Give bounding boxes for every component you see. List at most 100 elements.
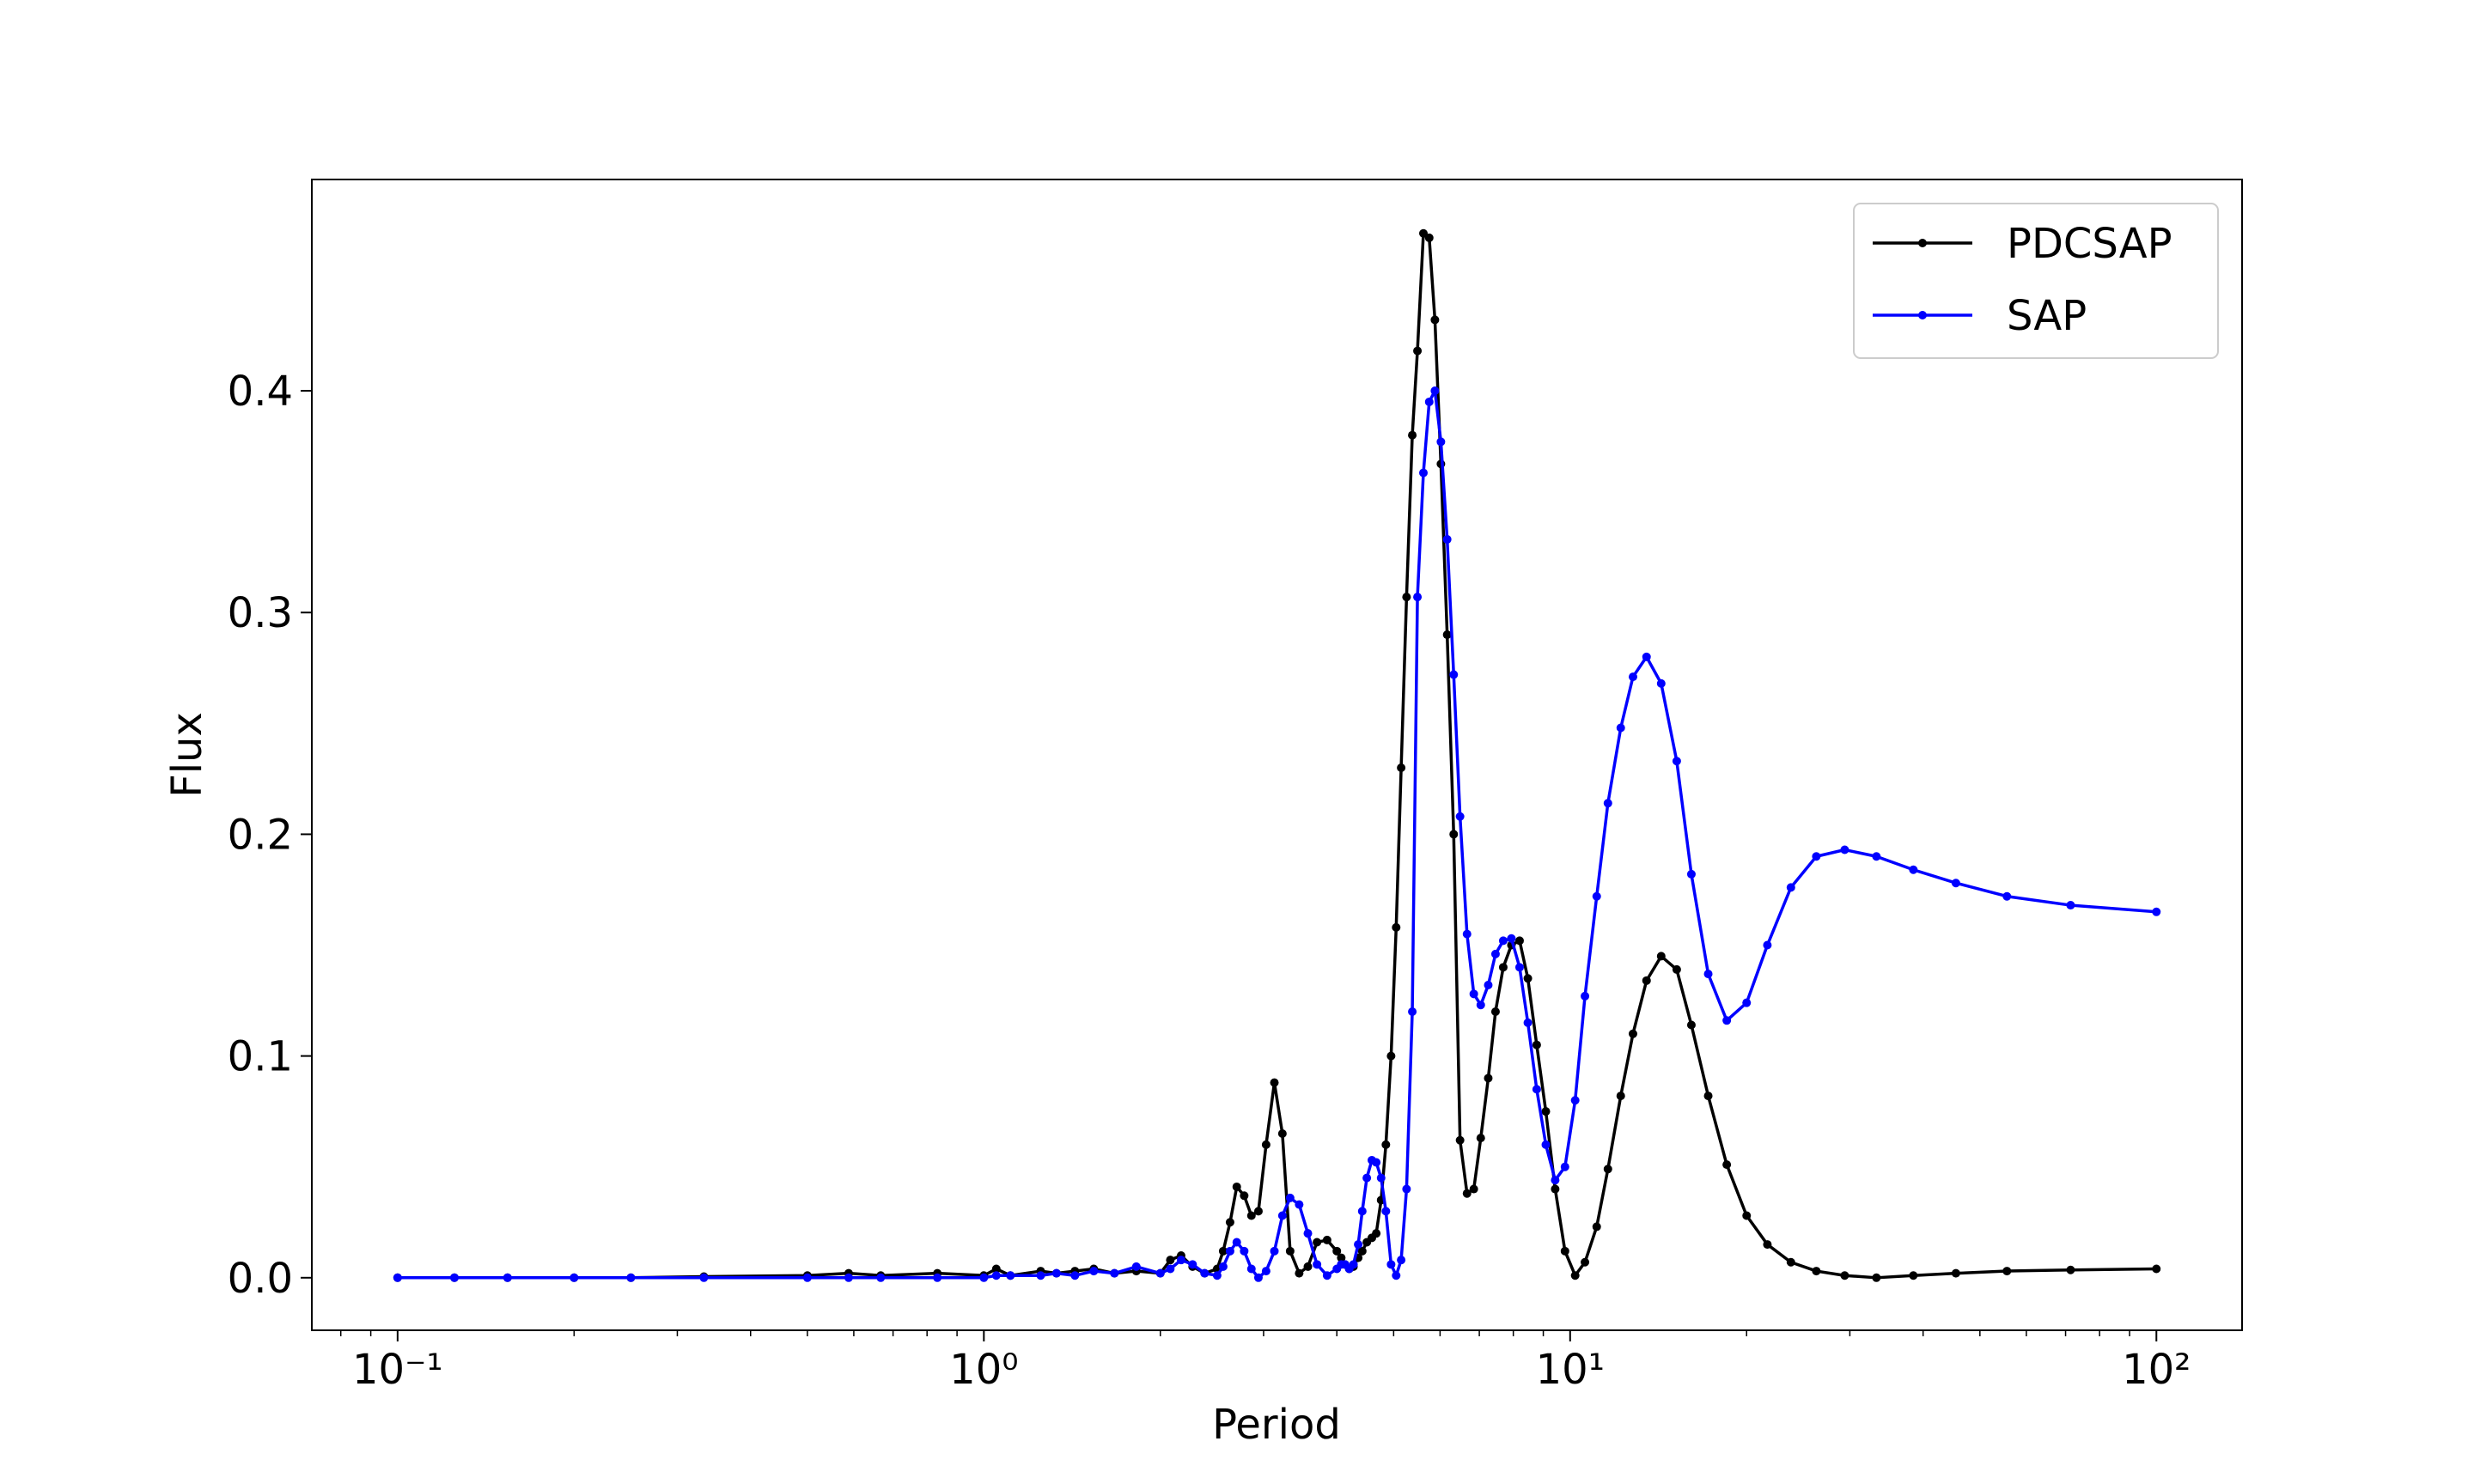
data-point [1332, 1264, 1342, 1274]
data-point [1523, 974, 1533, 983]
data-point [1225, 1218, 1234, 1227]
data-point [1166, 1256, 1175, 1265]
data-point [1560, 1162, 1569, 1171]
data-point [991, 1271, 1001, 1280]
data-point [1397, 763, 1406, 772]
data-point [1155, 1268, 1165, 1278]
data-point [1402, 593, 1411, 602]
data-point [1232, 1238, 1241, 1247]
data-point [1362, 1173, 1372, 1183]
data-point [1285, 1246, 1295, 1256]
data-point [1354, 1240, 1363, 1250]
y-axis-label: Flux [163, 712, 211, 798]
data-point [1246, 1211, 1256, 1220]
data-point [1498, 936, 1508, 946]
data-point [1551, 1176, 1560, 1185]
data-point [1322, 1271, 1331, 1280]
data-point [1532, 1085, 1541, 1094]
data-point [1763, 940, 1772, 950]
series-line [397, 389, 2157, 1280]
data-point [1541, 1140, 1551, 1149]
data-point [1592, 891, 1601, 901]
data-point [1051, 1268, 1061, 1278]
data-point [1909, 865, 1918, 874]
data-point [1337, 1253, 1346, 1262]
data-point [1413, 346, 1423, 356]
legend-marker [1918, 311, 1927, 319]
data-point [1840, 1271, 1849, 1280]
data-point [1261, 1267, 1271, 1276]
data-point [1628, 672, 1637, 682]
data-point [1672, 757, 1681, 766]
data-point [1240, 1246, 1249, 1256]
data-point [1166, 1264, 1175, 1274]
data-point [1462, 929, 1472, 939]
data-point [1436, 437, 1446, 447]
data-point [1763, 1240, 1772, 1250]
data-point [1418, 468, 1428, 477]
data-point [2152, 907, 2161, 916]
data-point [393, 1273, 402, 1282]
data-point [1592, 1222, 1601, 1232]
data-point [1951, 879, 1960, 888]
data-point [1277, 1211, 1287, 1220]
data-point [1362, 1238, 1372, 1247]
data-point [1449, 670, 1459, 679]
data-point [1270, 1246, 1279, 1256]
data-point [1386, 1051, 1396, 1061]
data-point [1514, 936, 1524, 946]
data-point [1498, 963, 1508, 972]
data-point [1541, 1107, 1551, 1116]
legend-label: PDCSAP [2007, 220, 2172, 268]
y-tick-label: 0.4 [228, 368, 293, 416]
data-point [1742, 1211, 1752, 1220]
data-point [1840, 845, 1849, 855]
data-point [1295, 1200, 1304, 1209]
data-point [1303, 1262, 1313, 1271]
data-point [1812, 1267, 1821, 1276]
data-point [1442, 535, 1452, 544]
data-point [1786, 1257, 1795, 1267]
data-point [2002, 1267, 2012, 1276]
data-point [1656, 678, 1666, 688]
data-point [1424, 397, 1434, 406]
data-point [1176, 1256, 1185, 1265]
data-point [1218, 1246, 1228, 1256]
data-point [1430, 315, 1440, 325]
data-point [1812, 852, 1821, 861]
data-point [1786, 883, 1795, 892]
data-point [1386, 1260, 1396, 1269]
x-tick-label: 10¹ [1536, 1346, 1605, 1394]
data-point [1261, 1140, 1271, 1149]
x-axis-label: Period [1212, 1401, 1341, 1449]
data-point [1551, 1184, 1560, 1194]
x-tick-label: 10⁻¹ [352, 1346, 443, 1394]
data-point [1418, 228, 1428, 238]
data-point [1253, 1207, 1263, 1216]
x-tick-label: 10² [2122, 1346, 2191, 1394]
data-point [1232, 1182, 1241, 1191]
data-point [1742, 998, 1752, 1007]
y-tick-label: 0.1 [228, 1033, 293, 1081]
data-point [1570, 1271, 1580, 1280]
data-point [626, 1273, 636, 1282]
data-point [1295, 1268, 1304, 1278]
data-point [1449, 830, 1459, 839]
data-point [1686, 1020, 1696, 1030]
data-point [1469, 989, 1478, 999]
data-point [1476, 1134, 1485, 1143]
data-point [1455, 812, 1465, 821]
data-point [1909, 1271, 1918, 1280]
data-point [1240, 1191, 1249, 1201]
data-point [1397, 1256, 1406, 1265]
legend-label: SAP [2007, 292, 2087, 340]
data-point [1381, 1207, 1391, 1216]
data-point [1408, 430, 1417, 440]
data-point [1424, 233, 1434, 242]
data-point [844, 1273, 853, 1282]
data-point [876, 1273, 886, 1282]
data-point [1332, 1246, 1342, 1256]
data-point [1951, 1268, 1960, 1278]
data-point [1089, 1267, 1099, 1276]
